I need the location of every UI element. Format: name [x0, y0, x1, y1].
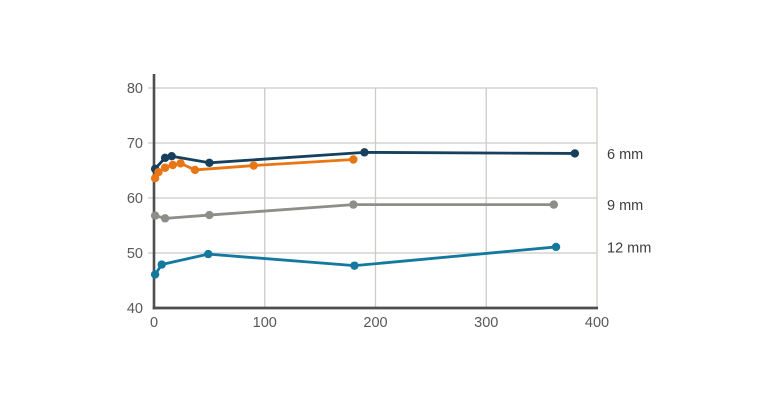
data-point-marker	[167, 152, 176, 161]
data-point-marker	[160, 163, 170, 172]
data-point-marker	[349, 200, 358, 209]
series-9-mm	[150, 200, 559, 223]
series-6-mm	[150, 148, 580, 174]
data-point-marker	[549, 200, 559, 209]
data-point-marker	[205, 158, 214, 167]
series-12-mm	[150, 242, 561, 279]
y-tick-label-80: 80	[127, 81, 143, 97]
y-tick-label-50: 50	[127, 246, 143, 262]
data-point-marker	[168, 160, 178, 170]
data-point-marker	[157, 260, 166, 269]
data-point-marker	[160, 214, 170, 223]
data-point-marker	[205, 210, 214, 220]
series-label-9-mm: 9 mm	[607, 198, 643, 214]
data-point-marker	[150, 211, 160, 220]
y-tick-label-70: 70	[127, 136, 143, 152]
data-point-marker	[160, 153, 170, 163]
series-label-6-mm: 6 mm	[607, 147, 643, 163]
x-tick-label-400: 400	[585, 315, 609, 331]
tick-labels: 40 50 60 70 80 0 100 200 300 400	[127, 81, 609, 331]
x-tick-label-0: 0	[150, 315, 158, 331]
data-point-marker	[204, 249, 213, 259]
data-point-marker	[350, 261, 359, 270]
data-point-marker	[154, 167, 163, 177]
series-orange-series	[150, 155, 358, 183]
x-tick-label-100: 100	[253, 315, 277, 331]
x-tick-label-300: 300	[474, 315, 498, 331]
data-point-marker	[349, 155, 358, 164]
data-point-marker	[360, 148, 369, 157]
data-point-marker	[190, 165, 200, 175]
gridlines	[148, 87, 598, 308]
data-point-marker	[570, 149, 580, 158]
data-point-marker	[176, 159, 185, 168]
y-tick-label-40: 40	[127, 301, 143, 317]
data-point-marker	[249, 161, 258, 170]
axes	[152, 74, 598, 310]
data-point-marker	[551, 242, 561, 252]
y-tick-label-60: 60	[127, 191, 143, 207]
data-point-marker	[150, 270, 160, 279]
series-label-12-mm: 12 mm	[607, 240, 651, 256]
x-tick-label-200: 200	[363, 315, 387, 331]
